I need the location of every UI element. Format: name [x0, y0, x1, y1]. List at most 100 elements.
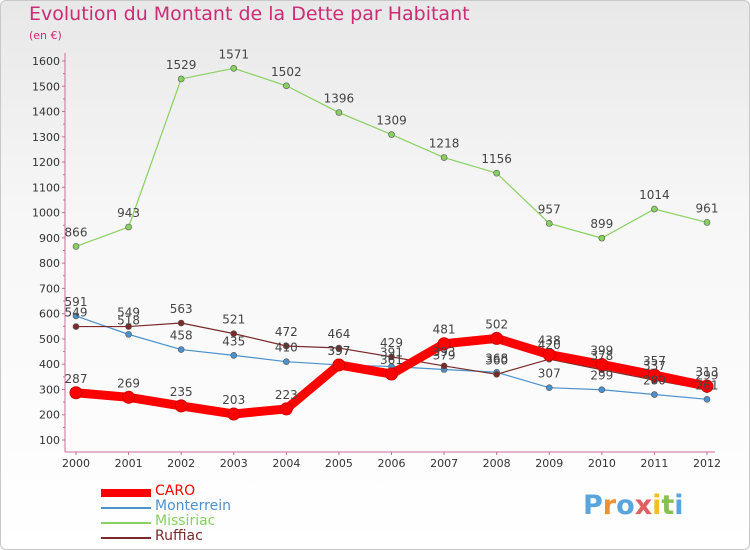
chart-title: Evolution du Montant de la Dette par Hab… — [29, 3, 470, 25]
data-label-ruffiac: 337 — [643, 359, 666, 373]
y-tick-label: 1200 — [32, 156, 60, 169]
x-tick-label: 2000 — [62, 457, 90, 470]
data-point-missiriac — [388, 131, 395, 138]
data-point-ruffiac — [72, 323, 80, 330]
logo-letter: r — [602, 490, 617, 521]
data-label-caro: 235 — [170, 385, 193, 399]
data-point-monterrein — [230, 352, 238, 359]
data-point-caro — [490, 331, 504, 345]
data-label-monterrein: 379 — [433, 349, 456, 363]
logo-letter: t — [661, 490, 675, 521]
y-tick-label: 700 — [39, 282, 60, 295]
x-tick-label: 2012 — [693, 457, 721, 470]
legend-item-ruffiac: Ruffiac — [101, 528, 321, 545]
data-label-missiriac: 1571 — [218, 47, 249, 61]
x-tick-label: 2007 — [430, 457, 458, 470]
legend-item-monterrein: Monterrein — [101, 498, 321, 515]
x-tick-label: 2008 — [483, 457, 511, 470]
logo-letter: o — [616, 490, 635, 521]
data-label-missiriac: 961 — [696, 201, 719, 215]
data-label-caro: 357 — [643, 354, 666, 368]
data-label-ruffiac: 378 — [590, 349, 613, 363]
data-label-monterrein: 391 — [380, 345, 403, 359]
data-label-monterrein: 299 — [590, 369, 613, 383]
y-tick-label: 1500 — [32, 80, 60, 93]
y-tick-label: 1000 — [32, 207, 60, 220]
data-point-monterrein — [177, 346, 185, 353]
data-label-caro: 203 — [222, 393, 245, 407]
data-label-missiriac: 1156 — [481, 152, 512, 166]
y-tick-label: 1600 — [32, 55, 60, 68]
data-label-monterrein: 458 — [170, 329, 193, 343]
data-point-monterrein — [598, 386, 606, 394]
data-point-missiriac — [125, 223, 132, 231]
legend-item-caro: CARO — [101, 483, 321, 500]
y-tick-label: 600 — [39, 308, 60, 321]
y-tick-label: 400 — [39, 358, 60, 371]
x-tick-label: 2010 — [588, 457, 616, 470]
legend-label: Monterrein — [155, 498, 231, 514]
data-label-monterrein: 435 — [222, 334, 245, 348]
data-label-monterrein: 368 — [485, 351, 508, 365]
legend-swatch — [101, 507, 151, 509]
x-tick-label: 2011 — [640, 457, 668, 470]
y-tick-label: 1100 — [32, 181, 60, 194]
logo-letter: i — [652, 490, 662, 521]
data-label-ruffiac: 360 — [485, 353, 508, 367]
data-point-caro — [122, 390, 136, 404]
data-point-monterrein — [283, 358, 290, 365]
data-label-ruffiac: 563 — [170, 302, 193, 316]
data-label-ruffiac: 472 — [275, 325, 298, 339]
data-label-ruffiac: 420 — [538, 338, 561, 352]
data-point-ruffiac — [440, 362, 448, 370]
data-point-missiriac — [651, 205, 658, 213]
y-tick-label: 900 — [39, 232, 60, 245]
data-point-caro — [279, 402, 293, 416]
data-label-caro: 313 — [696, 365, 719, 379]
legend-label: CARO — [155, 483, 196, 499]
data-point-caro — [647, 368, 661, 382]
data-point-missiriac — [545, 220, 553, 227]
x-tick-label: 2001 — [115, 457, 143, 470]
data-point-caro — [332, 358, 346, 372]
data-point-caro — [437, 337, 451, 351]
x-tick-label: 2004 — [272, 457, 300, 470]
data-label-missiriac: 866 — [65, 225, 88, 239]
data-point-monterrein — [545, 384, 553, 391]
x-tick-label: 2002 — [167, 457, 195, 470]
y-tick-label: 500 — [39, 333, 60, 346]
data-label-caro: 397 — [327, 344, 350, 358]
data-label-monterrein: 410 — [275, 341, 298, 355]
data-point-missiriac — [703, 219, 711, 226]
data-label-missiriac: 1218 — [429, 137, 460, 151]
data-label-monterrein: 261 — [696, 378, 719, 392]
data-label-missiriac: 1309 — [376, 114, 407, 128]
data-label-ruffiac: 549 — [117, 306, 140, 320]
logo-letter: i — [674, 490, 684, 521]
data-label-caro: 502 — [485, 317, 508, 331]
data-label-missiriac: 899 — [590, 217, 613, 231]
x-tick-label: 2005 — [325, 457, 353, 470]
data-point-missiriac — [72, 243, 80, 250]
x-tick-label: 2003 — [220, 457, 248, 470]
data-label-caro: 438 — [538, 334, 561, 348]
data-label-missiriac: 1529 — [166, 58, 197, 72]
data-point-missiriac — [283, 82, 290, 90]
data-label-ruffiac: 393 — [433, 345, 456, 359]
data-label-monterrein: 518 — [117, 313, 140, 327]
data-point-missiriac — [230, 65, 238, 72]
y-tick-label: 800 — [39, 257, 60, 270]
chart-subtitle: (en €) — [29, 29, 62, 42]
legend-label: Missiriac — [155, 513, 216, 529]
data-point-ruffiac — [230, 330, 238, 337]
data-label-monterrein: 397 — [327, 344, 350, 358]
data-point-caro — [385, 367, 398, 381]
data-label-missiriac: 1502 — [271, 65, 302, 79]
data-label-monterrein: 307 — [538, 367, 561, 381]
data-point-caro — [174, 399, 188, 413]
x-tick-label: 2006 — [378, 457, 406, 470]
data-label-monterrein: 591 — [65, 295, 88, 309]
data-label-caro: 223 — [275, 388, 298, 402]
